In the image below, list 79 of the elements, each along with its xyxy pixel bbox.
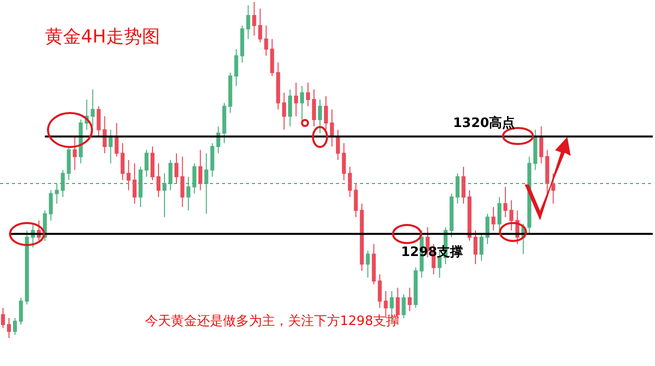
- candlestick: [174, 152, 178, 184]
- candlestick: [246, 4, 250, 40]
- candlestick: [509, 200, 514, 232]
- candlestick: [348, 166, 352, 198]
- candlestick: [102, 116, 107, 154]
- candlestick: [204, 152, 208, 214]
- candlestick: [282, 92, 286, 130]
- candlestick: [210, 142, 214, 178]
- candlestick: [90, 88, 95, 127]
- candlestick: [228, 72, 232, 114]
- candlestick: [408, 287, 412, 312]
- candlestick: [450, 193, 454, 238]
- candlestick: [132, 162, 137, 204]
- candlestick: [222, 102, 226, 144]
- candlestick: [258, 8, 262, 43]
- ref-line-label: 1320高点: [453, 115, 516, 131]
- candlestick: [318, 98, 322, 134]
- candlestick: [156, 162, 160, 198]
- candlestick: [264, 25, 268, 56]
- candlestick: [150, 146, 154, 181]
- candlestick: [72, 136, 77, 171]
- candlestick: [342, 142, 346, 181]
- candlestick: [162, 172, 166, 218]
- candlestick: [270, 38, 274, 76]
- candlestick: [468, 190, 472, 242]
- candlestick: [354, 183, 358, 218]
- candlestick: [120, 142, 125, 181]
- candlestick: [1, 307, 5, 329]
- candlestick: [7, 317, 11, 339]
- candlestick: [456, 172, 460, 204]
- candlestick: [186, 176, 190, 211]
- candlestick: [198, 149, 202, 191]
- candlestick: [378, 274, 382, 308]
- candlestick: [288, 88, 292, 127]
- candlestick: [402, 294, 406, 318]
- candlestick: [294, 82, 298, 117]
- candlestick: [108, 129, 113, 164]
- candlestick: [497, 196, 502, 232]
- candlestick: [234, 48, 238, 87]
- candlestick: [138, 166, 143, 208]
- candlestick: [312, 88, 316, 127]
- candlestick: [66, 146, 71, 181]
- candlestick: [60, 170, 65, 198]
- candlestick: [276, 62, 280, 110]
- candlestick: [144, 149, 148, 178]
- candlestick: [533, 129, 538, 171]
- candlestick: [366, 250, 370, 278]
- candlestick: [503, 186, 508, 218]
- candlestick: [24, 230, 29, 305]
- candlestick: [306, 82, 310, 107]
- candlestick: [539, 126, 544, 164]
- candlestick: [48, 190, 53, 221]
- candlestick: [96, 106, 101, 137]
- candlestick: [180, 156, 184, 208]
- candlestick: [372, 244, 376, 285]
- candlestick: [330, 109, 334, 148]
- candlestick: [474, 230, 478, 265]
- candlestick: [300, 86, 304, 124]
- annotation: 今天黄金还是做多为主，关注下方1298支撑: [145, 313, 400, 329]
- candlestick: [192, 162, 196, 194]
- candlestick: [126, 159, 131, 191]
- candlestick: [336, 129, 340, 160]
- candlestick: [462, 166, 466, 204]
- candlestick: [480, 233, 484, 262]
- candlestick: [360, 203, 364, 272]
- candlestick: [545, 149, 550, 198]
- candlestick: [114, 122, 119, 158]
- candlestick: [414, 267, 418, 308]
- candlestick: [324, 96, 328, 130]
- candlestick: [485, 213, 490, 244]
- candlestick: [252, 2, 256, 36]
- candlestick: [491, 206, 496, 232]
- candlestick: [240, 25, 244, 64]
- candlestick: [12, 317, 17, 336]
- candlestick: [168, 159, 172, 191]
- candlestick: [18, 297, 23, 326]
- text: 黄金4H走势图: [45, 26, 160, 48]
- candlestick: [551, 172, 556, 204]
- candlestick: [54, 183, 59, 204]
